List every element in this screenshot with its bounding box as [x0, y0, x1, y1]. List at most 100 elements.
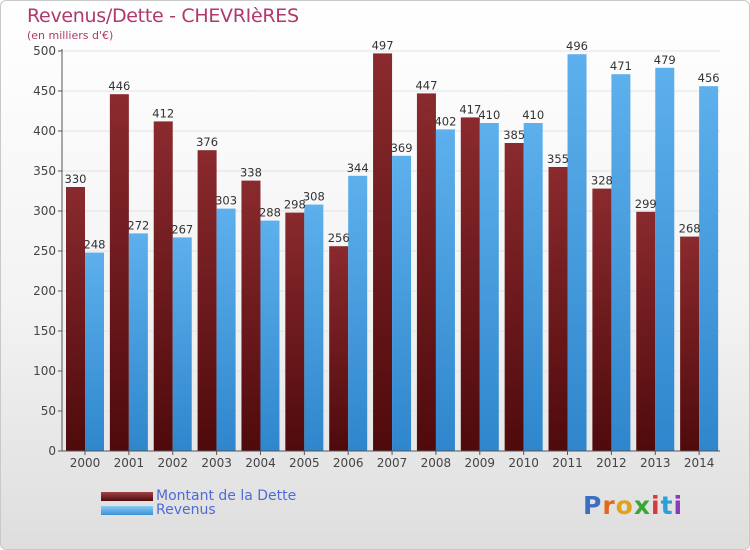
- data-label-dette: 417: [459, 102, 481, 116]
- logo-letter: i: [673, 491, 684, 520]
- bar-dette: [636, 211, 656, 451]
- chart-title: Revenus/Dette - CHEVRIèRES: [27, 5, 299, 27]
- data-label-dette: 328: [591, 174, 613, 188]
- data-label-revenus: 267: [171, 222, 193, 236]
- y-tick-label: 150: [33, 324, 56, 338]
- x-tick-label: 2000: [70, 456, 101, 470]
- data-label-revenus: 410: [522, 108, 544, 122]
- data-label-revenus: 288: [259, 206, 281, 220]
- data-label-dette: 497: [372, 38, 394, 52]
- bar-dette: [373, 53, 393, 452]
- logo-letter: i: [651, 491, 661, 520]
- data-label-revenus: 248: [84, 238, 106, 252]
- bar-revenus: [85, 252, 104, 451]
- data-label-revenus: 479: [654, 53, 676, 67]
- bars: [66, 53, 719, 452]
- chart-subtitle: (en milliers d'€): [27, 29, 114, 42]
- bar-dette: [66, 187, 85, 451]
- data-label-dette: 412: [152, 106, 174, 120]
- data-label-dette: 355: [547, 152, 569, 166]
- legend-item-dette: Montant de la Dette: [101, 489, 296, 503]
- x-tick-label: 2007: [377, 456, 408, 470]
- data-label-dette: 376: [196, 135, 218, 149]
- data-label-revenus: 272: [127, 218, 149, 232]
- data-label-revenus: 402: [434, 114, 456, 128]
- x-tick-label: 2013: [640, 456, 671, 470]
- x-tick-label: 2006: [333, 456, 364, 470]
- bar-revenus: [128, 233, 148, 451]
- bar-revenus: [348, 175, 368, 452]
- bar-revenus: [216, 208, 236, 451]
- x-tick-label: 2009: [465, 456, 496, 470]
- bar-revenus: [567, 54, 587, 451]
- bar-dette: [241, 180, 261, 451]
- y-tick-label: 200: [33, 284, 56, 298]
- x-tick-label: 2001: [114, 456, 145, 470]
- logo-letter: r: [602, 491, 616, 520]
- data-label-dette: 385: [503, 128, 525, 142]
- data-label-revenus: 308: [303, 190, 325, 204]
- bar-dette: [460, 117, 480, 452]
- bar-revenus: [699, 86, 719, 451]
- data-label-revenus: 303: [215, 194, 237, 208]
- x-tick-label: 2003: [201, 456, 232, 470]
- data-label-dette: 256: [328, 231, 350, 245]
- data-label-dette: 268: [679, 222, 701, 236]
- x-tick-label: 2002: [157, 456, 188, 470]
- data-label-dette: 338: [240, 166, 262, 180]
- x-tick-label: 2004: [245, 456, 276, 470]
- bar-revenus: [611, 74, 631, 451]
- bar-dette: [197, 150, 217, 451]
- logo-letter: o: [615, 491, 634, 520]
- data-label-revenus: 369: [391, 141, 413, 155]
- bar-revenus: [655, 67, 675, 452]
- bar-revenus: [435, 129, 455, 451]
- y-tick-label: 450: [33, 84, 56, 98]
- bar-dette: [416, 93, 436, 452]
- bar-revenus: [304, 204, 324, 451]
- logo-letter: x: [633, 491, 651, 520]
- logo-letter: P: [583, 491, 603, 520]
- bar-dette: [592, 188, 612, 451]
- data-label-dette: 446: [108, 79, 130, 93]
- legend-label-dette: Montant de la Dette: [156, 488, 297, 504]
- x-tick-label: 2011: [552, 456, 583, 470]
- bar-revenus: [479, 123, 499, 451]
- legend-swatch-revenus: [101, 505, 153, 515]
- bar-dette: [329, 246, 349, 451]
- data-label-revenus: 410: [478, 108, 500, 122]
- y-tick-label: 250: [33, 244, 56, 258]
- x-tick-label: 2014: [684, 456, 715, 470]
- bar-revenus: [523, 123, 543, 451]
- data-label-dette: 299: [635, 197, 657, 211]
- y-tick-label: 0: [48, 444, 56, 458]
- bar-dette: [680, 236, 700, 451]
- bar-dette: [504, 143, 524, 451]
- logo-letter: t: [660, 491, 674, 520]
- bar-revenus: [172, 237, 192, 451]
- y-tick-label: 300: [33, 204, 56, 218]
- y-tick-label: 50: [41, 404, 56, 418]
- bar-dette: [548, 167, 568, 451]
- data-label-revenus: 496: [566, 39, 588, 53]
- data-label-revenus: 471: [610, 59, 632, 73]
- x-tick-label: 2008: [421, 456, 452, 470]
- bar-revenus: [392, 155, 412, 452]
- y-tick-label: 500: [33, 44, 56, 58]
- y-tick-label: 100: [33, 364, 56, 378]
- bar-dette: [285, 212, 305, 451]
- y-tick-label: 400: [33, 124, 56, 138]
- data-label-dette: 330: [65, 172, 87, 186]
- bar-dette: [109, 94, 129, 451]
- legend-label-revenus: Revenus: [156, 502, 216, 518]
- axes: 0 50 100 150 200 250 300 350 400 450 500 2000 2001 20…: [33, 44, 720, 470]
- data-label-revenus: 456: [698, 71, 720, 85]
- x-tick-label: 2012: [596, 456, 627, 470]
- data-label-dette: 298: [284, 198, 306, 212]
- bar-revenus: [260, 220, 280, 451]
- bar-dette: [153, 121, 173, 452]
- data-label-dette: 447: [415, 78, 437, 92]
